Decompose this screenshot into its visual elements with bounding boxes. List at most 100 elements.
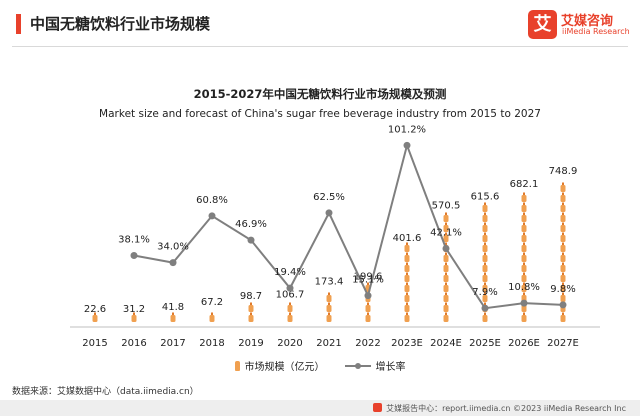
bottle-segment bbox=[248, 305, 254, 312]
bottle-segment bbox=[443, 295, 449, 302]
bottle-segment bbox=[482, 285, 488, 292]
bottle-cap bbox=[367, 312, 369, 315]
bottle-segment bbox=[560, 245, 566, 252]
bar-value-label: 31.2 bbox=[123, 304, 145, 315]
bar-value-label: 173.4 bbox=[315, 277, 344, 288]
footer-bar: 艾媒报告中心：report.iimedia.cn ©2023 iiMedia R… bbox=[0, 400, 640, 416]
bar-value-label: 106.7 bbox=[276, 289, 305, 300]
bottle-segment bbox=[404, 245, 410, 252]
bottle-cap bbox=[484, 202, 486, 205]
footer-label: 艾媒报告中心：report.iimedia.cn ©2023 iiMedia R… bbox=[386, 404, 626, 413]
bar-2019 bbox=[248, 302, 254, 322]
bottle-cap bbox=[523, 272, 525, 275]
bottle-cap bbox=[484, 242, 486, 245]
bottle-cap bbox=[328, 312, 330, 315]
bottle-segment bbox=[521, 215, 527, 222]
bottle-segment bbox=[92, 315, 98, 322]
bottle-cap bbox=[562, 262, 564, 265]
bottle-segment bbox=[404, 305, 410, 312]
bar-value-label: 41.8 bbox=[162, 302, 184, 313]
bottle-cap bbox=[562, 222, 564, 225]
bottle-cap bbox=[562, 282, 564, 285]
bottle-segment bbox=[443, 275, 449, 282]
bottle-cap bbox=[406, 292, 408, 295]
iimedia-logo[interactable]: 艾 艾媒咨询 iiMedia Research bbox=[528, 10, 632, 42]
bottle-cap bbox=[445, 212, 447, 215]
bottle-cap bbox=[562, 292, 564, 295]
bottle-cap bbox=[445, 312, 447, 315]
bottle-icon bbox=[234, 360, 240, 371]
bottle-segment bbox=[482, 255, 488, 262]
bottle-cap bbox=[523, 232, 525, 235]
bottle-cap bbox=[484, 282, 486, 285]
bottle-segment bbox=[404, 315, 410, 322]
bottle-cap bbox=[562, 272, 564, 275]
x-tick-label: 2026E bbox=[508, 338, 540, 349]
bar-value-label: 615.6 bbox=[471, 192, 500, 203]
x-tick-label: 2021 bbox=[316, 338, 341, 349]
bottle-cap bbox=[406, 302, 408, 305]
bottle-segment bbox=[560, 265, 566, 272]
bar-value-label: 570.5 bbox=[432, 200, 461, 211]
bottle-cap bbox=[562, 312, 564, 315]
bottle-cap bbox=[562, 202, 564, 205]
bottle-segment bbox=[443, 225, 449, 232]
bottle-segment bbox=[482, 315, 488, 322]
bottle-cap bbox=[406, 242, 408, 245]
bottle-cap bbox=[484, 272, 486, 275]
bar-value-label: 401.6 bbox=[393, 233, 422, 244]
bottle-cap bbox=[289, 312, 291, 315]
bottle-segment bbox=[326, 305, 332, 312]
bottle-cap bbox=[445, 302, 447, 305]
bottle-segment bbox=[443, 285, 449, 292]
bottle-cap bbox=[523, 192, 525, 195]
bar-2015 bbox=[92, 312, 98, 322]
bottle-cap bbox=[445, 262, 447, 265]
page-title: 中国无糖饮料行业市场规模 bbox=[30, 15, 211, 33]
bottle-cap bbox=[367, 302, 369, 305]
bottle-segment bbox=[560, 225, 566, 232]
growth-value-label: 62.5% bbox=[313, 192, 345, 203]
growth-point bbox=[559, 301, 567, 309]
growth-value-label: 101.2% bbox=[388, 124, 426, 135]
bottle-cap bbox=[523, 312, 525, 315]
bottle-cap bbox=[367, 282, 369, 285]
bar-2027E bbox=[560, 182, 566, 322]
x-tick-label: 2019 bbox=[238, 338, 263, 349]
x-tick-label: 2017 bbox=[160, 338, 185, 349]
bottle-segment bbox=[482, 275, 488, 282]
footer-logo-icon bbox=[373, 403, 383, 412]
bar-2023E bbox=[404, 242, 410, 322]
bottle-cap bbox=[523, 262, 525, 265]
bottle-segment bbox=[170, 315, 176, 322]
bottle-cap bbox=[406, 312, 408, 315]
x-tick-label: 2027E bbox=[547, 338, 579, 349]
bottle-segment bbox=[521, 275, 527, 282]
growth-value-label: 9.8% bbox=[550, 284, 575, 295]
bottle-segment bbox=[521, 305, 527, 312]
bottle-segment bbox=[521, 205, 527, 212]
bottle-segment bbox=[482, 205, 488, 212]
x-tick-label: 2022 bbox=[355, 338, 380, 349]
bottle-segment bbox=[521, 265, 527, 272]
bar-2018 bbox=[209, 312, 215, 322]
bottle-cap bbox=[484, 222, 486, 225]
bottle-segment bbox=[482, 235, 488, 242]
bottle-cap bbox=[523, 212, 525, 215]
bottle-segment bbox=[560, 235, 566, 242]
bottle-segment bbox=[404, 275, 410, 282]
bottle-segment bbox=[404, 255, 410, 262]
bottle-cap bbox=[211, 312, 213, 315]
bottle-segment bbox=[560, 315, 566, 322]
x-tick-label: 2016 bbox=[121, 338, 146, 349]
bottle-cap bbox=[445, 242, 447, 245]
growth-value-label: 19.4% bbox=[274, 267, 306, 278]
bottle-cap bbox=[445, 252, 447, 255]
growth-point bbox=[325, 209, 333, 217]
header-accent-bar bbox=[16, 14, 21, 34]
bottle-segment bbox=[287, 305, 293, 312]
growth-value-label: 46.9% bbox=[235, 219, 267, 230]
bar-value-label: 748.9 bbox=[549, 166, 578, 177]
bottle-cap bbox=[133, 312, 135, 315]
growth-point bbox=[286, 284, 294, 292]
